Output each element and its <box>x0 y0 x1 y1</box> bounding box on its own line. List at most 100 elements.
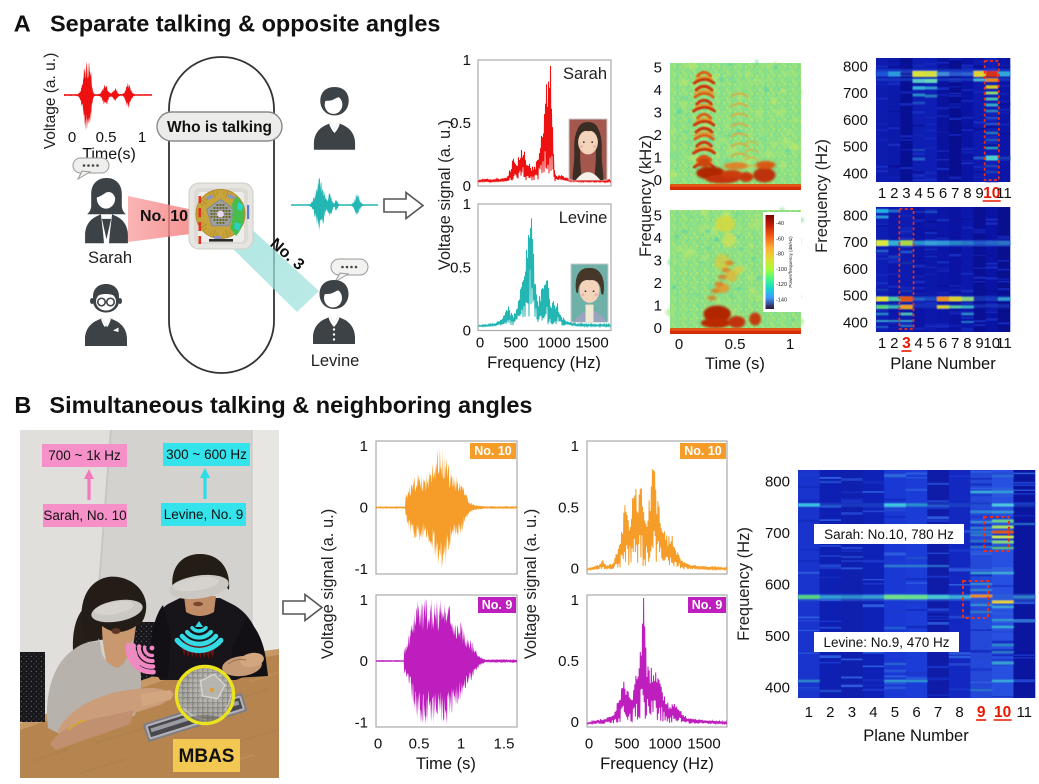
svg-text:2: 2 <box>890 185 898 202</box>
svg-text:Voltage signal (a. u.): Voltage signal (a. u.) <box>436 120 454 270</box>
svg-text:1500: 1500 <box>687 736 720 753</box>
svg-text:500: 500 <box>843 288 868 305</box>
svg-text:4: 4 <box>914 335 922 352</box>
svg-text:Sarah: Sarah <box>88 249 132 267</box>
svg-text:3: 3 <box>654 105 662 122</box>
svg-text:-140: -140 <box>776 298 787 304</box>
svg-text:11: 11 <box>996 335 1012 352</box>
svg-text:8: 8 <box>963 335 971 352</box>
svg-text:B: B <box>14 392 31 418</box>
svg-text:1: 1 <box>571 592 579 609</box>
svg-text:0: 0 <box>68 129 76 146</box>
svg-text:0: 0 <box>360 500 368 517</box>
svg-text:600: 600 <box>843 112 868 129</box>
svg-text:700: 700 <box>765 525 790 542</box>
svg-text:0: 0 <box>463 178 471 195</box>
svg-text:600: 600 <box>843 261 868 278</box>
svg-text:1: 1 <box>360 592 368 609</box>
svg-text:400: 400 <box>765 680 790 697</box>
svg-text:Levine: Levine <box>311 352 360 370</box>
svg-text:Sarah: Sarah <box>563 65 607 83</box>
svg-text:Sarah: No.10, 780 Hz: Sarah: No.10, 780 Hz <box>824 527 954 542</box>
svg-text:1: 1 <box>463 52 471 69</box>
svg-text:0: 0 <box>571 714 579 731</box>
svg-text:5: 5 <box>927 335 935 352</box>
svg-text:-60: -60 <box>776 236 784 242</box>
svg-text:4: 4 <box>654 230 662 247</box>
svg-text:Frequency (kHz): Frequency (kHz) <box>637 135 655 257</box>
svg-text:1: 1 <box>878 335 886 352</box>
svg-text:Levine, No. 9: Levine, No. 9 <box>164 507 244 522</box>
svg-text:9: 9 <box>977 704 986 721</box>
svg-text:3: 3 <box>848 704 856 721</box>
svg-text:0: 0 <box>654 320 662 337</box>
svg-text:0: 0 <box>476 335 484 352</box>
svg-text:2: 2 <box>654 275 662 292</box>
svg-text:7: 7 <box>934 704 942 721</box>
svg-text:4: 4 <box>654 82 662 99</box>
svg-text:Sarah, No. 10: Sarah, No. 10 <box>43 508 126 523</box>
svg-text:MBAS: MBAS <box>179 746 235 767</box>
svg-text:Power/frequency (dB/Hz): Power/frequency (dB/Hz) <box>788 236 793 288</box>
svg-text:No. 10: No. 10 <box>684 444 722 458</box>
svg-text:1000: 1000 <box>537 335 570 352</box>
svg-text:6: 6 <box>939 335 947 352</box>
svg-text:Time (s): Time (s) <box>705 355 765 373</box>
svg-text:0: 0 <box>571 561 579 578</box>
svg-text:Frequency (Hz): Frequency (Hz) <box>813 139 831 253</box>
svg-text:A: A <box>14 11 31 37</box>
svg-text:-1: -1 <box>355 561 368 578</box>
svg-text:500: 500 <box>765 628 790 645</box>
svg-text:800: 800 <box>843 208 868 225</box>
svg-text:Levine: Levine <box>559 209 608 227</box>
svg-text:10: 10 <box>994 704 1011 721</box>
svg-text:500: 500 <box>843 139 868 156</box>
svg-text:3: 3 <box>654 253 662 270</box>
svg-text:Plane Number: Plane Number <box>863 727 969 745</box>
svg-text:0: 0 <box>360 653 368 670</box>
svg-text:800: 800 <box>843 59 868 76</box>
svg-text:1500: 1500 <box>575 335 608 352</box>
svg-text:8: 8 <box>955 704 963 721</box>
svg-text:6: 6 <box>912 704 920 721</box>
svg-text:2: 2 <box>654 127 662 144</box>
svg-text:-1: -1 <box>355 715 368 732</box>
svg-text:700: 700 <box>843 85 868 102</box>
svg-text:Who is talking: Who is talking <box>167 119 272 136</box>
svg-text:Separate talking & opposite an: Separate talking & opposite angles <box>50 11 440 37</box>
svg-text:No. 10: No. 10 <box>140 208 188 225</box>
svg-text:-80: -80 <box>776 252 784 258</box>
svg-text:400: 400 <box>843 314 868 331</box>
svg-text:Frequency (Hz): Frequency (Hz) <box>735 527 753 641</box>
svg-text:No. 9: No. 9 <box>482 598 513 612</box>
svg-text:500: 500 <box>503 335 528 352</box>
svg-text:7: 7 <box>951 335 959 352</box>
svg-text:0.5: 0.5 <box>450 260 471 277</box>
svg-text:5: 5 <box>927 185 935 202</box>
svg-text:2: 2 <box>890 335 898 352</box>
svg-text:Frequency (Hz): Frequency (Hz) <box>600 755 714 773</box>
svg-text:Plane Number: Plane Number <box>890 355 996 373</box>
svg-text:1: 1 <box>571 438 579 455</box>
svg-text:-100: -100 <box>776 267 787 273</box>
svg-text:1: 1 <box>138 129 146 146</box>
svg-text:8: 8 <box>963 185 971 202</box>
svg-text:10: 10 <box>983 185 1000 202</box>
svg-text:1: 1 <box>786 336 794 353</box>
svg-text:500: 500 <box>614 736 639 753</box>
svg-text:6: 6 <box>939 185 947 202</box>
svg-text:Frequency (Hz): Frequency (Hz) <box>487 354 601 372</box>
svg-text:Voltage signal (a. u.): Voltage signal (a. u.) <box>522 509 540 659</box>
svg-text:1: 1 <box>457 736 465 753</box>
svg-text:No. 9: No. 9 <box>692 598 723 612</box>
svg-text:1: 1 <box>878 185 886 202</box>
svg-text:5: 5 <box>654 208 662 225</box>
svg-text:600: 600 <box>765 577 790 594</box>
svg-text:0.5: 0.5 <box>558 653 579 670</box>
svg-text:9: 9 <box>975 185 983 202</box>
svg-text:700 ~ 1k Hz: 700 ~ 1k Hz <box>48 448 121 463</box>
svg-text:4: 4 <box>914 185 922 202</box>
svg-text:10: 10 <box>983 335 1000 352</box>
svg-text:1: 1 <box>360 438 368 455</box>
svg-text:3: 3 <box>902 185 910 202</box>
